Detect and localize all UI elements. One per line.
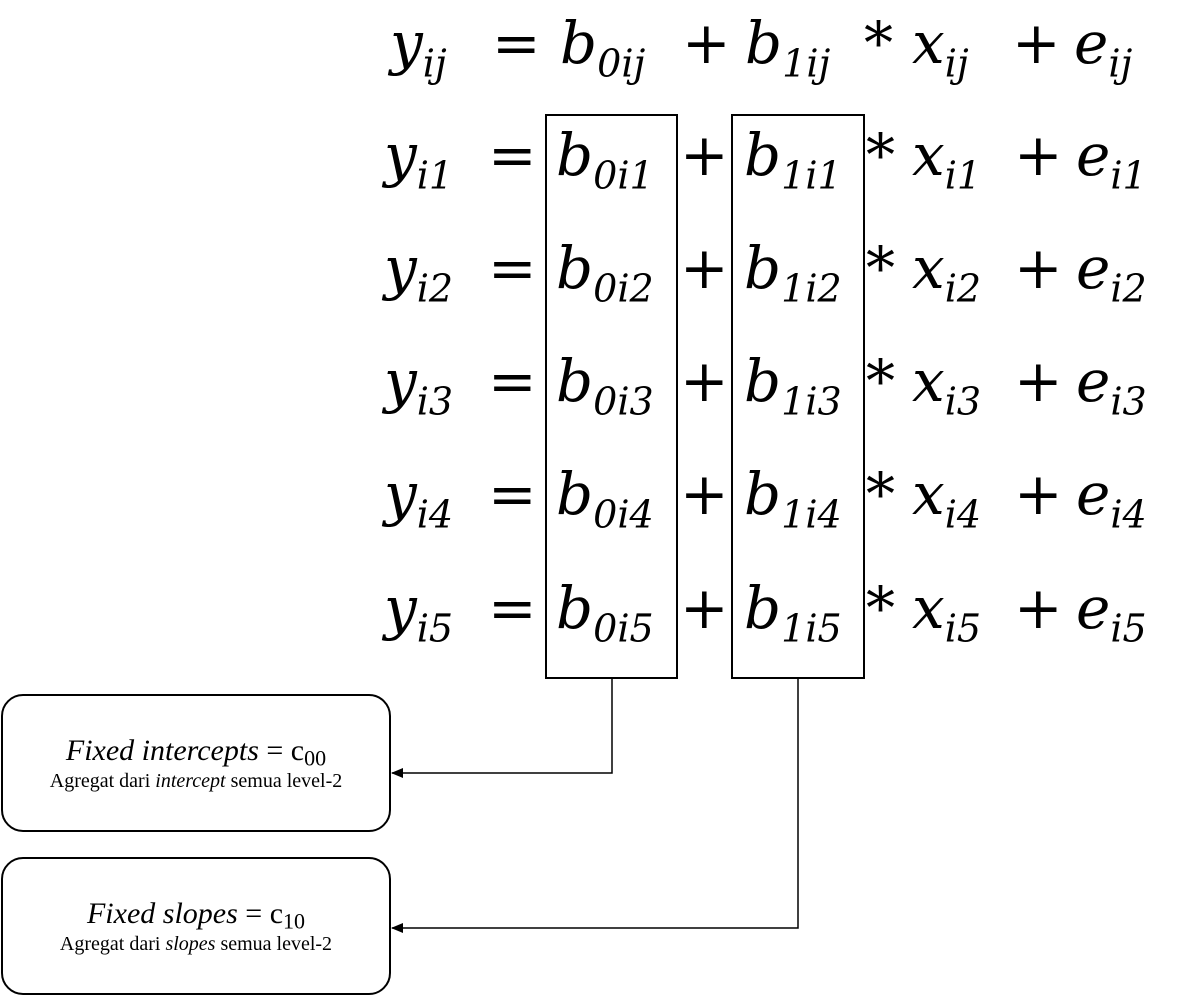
row-e: ei1 [1076,121,1147,198]
row-plus-2: + [1014,234,1063,302]
row-equals: = [488,460,537,528]
general-b1: b1ij [745,9,831,86]
row-b1: b1i5 [744,574,842,651]
row-e: ei3 [1076,347,1147,424]
row-plus-2: + [1014,574,1063,642]
general-equals: = [492,9,541,77]
row-plus-2: + [1014,460,1063,528]
row-equation-1: yi1 = b0i1 + b1i1 * xi1 + ei1 [0,126,1182,236]
row-plus-1: + [680,121,729,189]
general-equation: yij = b0ij + b1ij * xij + eij [0,14,1182,124]
row-x: xi4 [912,460,982,537]
intercept-column-box [545,114,678,679]
row-equation-4: yi4 = b0i4 + b1i4 * xi4 + ei4 [0,465,1182,575]
row-x: xi5 [912,574,982,651]
row-y: yi4 [384,460,454,537]
row-b0: b0i5 [556,574,654,651]
fixed-slopes-description: Agregat dari slopes semua level-2 [59,933,333,955]
general-y: yij [390,9,447,86]
slope-connector [391,679,799,933]
row-e: ei4 [1076,460,1147,537]
fixed-intercepts-description: Agregat dari intercept semua level-2 [49,770,343,792]
row-equals: = [488,347,537,415]
row-y: yi2 [384,234,454,311]
row-plus-2: + [1014,121,1063,189]
row-b0: b0i2 [556,234,654,311]
row-b0: b0i1 [556,121,654,198]
row-b1: b1i3 [744,347,842,424]
row-b0: b0i3 [556,347,654,424]
fixed-slopes-title: Fixed slopes = c10 [86,897,306,934]
row-times: * [866,460,895,528]
row-equation-2: yi2 = b0i2 + b1i2 * xi2 + ei2 [0,239,1182,349]
fixed-slopes-callout: Fixed slopes = c10 Agregat dari slopes s… [1,857,391,995]
row-times: * [866,574,895,642]
general-plus-1: + [682,9,731,77]
row-equals: = [488,234,537,302]
row-e: ei5 [1076,574,1147,651]
row-x: xi2 [912,234,982,311]
general-x: xij [912,9,969,86]
row-equals: = [488,574,537,642]
row-b1: b1i2 [744,234,842,311]
row-y: yi5 [384,574,454,651]
row-plus-1: + [680,234,729,302]
row-times: * [866,347,895,415]
row-equation-3: yi3 = b0i3 + b1i3 * xi3 + ei3 [0,352,1182,462]
row-plus-1: + [680,460,729,528]
fixed-intercepts-title: Fixed intercepts = c00 [65,734,327,771]
general-plus-2: + [1012,9,1061,77]
row-plus-1: + [680,347,729,415]
general-b0: b0ij [560,9,646,86]
row-b1: b1i1 [744,121,842,198]
intercept-connector [391,679,613,778]
row-plus-1: + [680,574,729,642]
row-equals: = [488,121,537,189]
general-e: eij [1074,9,1133,86]
row-equation-5: yi5 = b0i5 + b1i5 * xi5 + ei5 [0,579,1182,689]
row-plus-2: + [1014,347,1063,415]
row-b0: b0i4 [556,460,654,537]
row-b1: b1i4 [744,460,842,537]
row-e: ei2 [1076,234,1147,311]
slope-column-box [731,114,865,679]
row-x: xi1 [912,121,982,198]
row-times: * [866,234,895,302]
row-x: xi3 [912,347,982,424]
row-y: yi1 [384,121,454,198]
row-y: yi3 [384,347,454,424]
row-times: * [866,121,895,189]
general-times: * [864,9,893,77]
fixed-intercepts-callout: Fixed intercepts = c00 Agregat dari inte… [1,694,391,832]
